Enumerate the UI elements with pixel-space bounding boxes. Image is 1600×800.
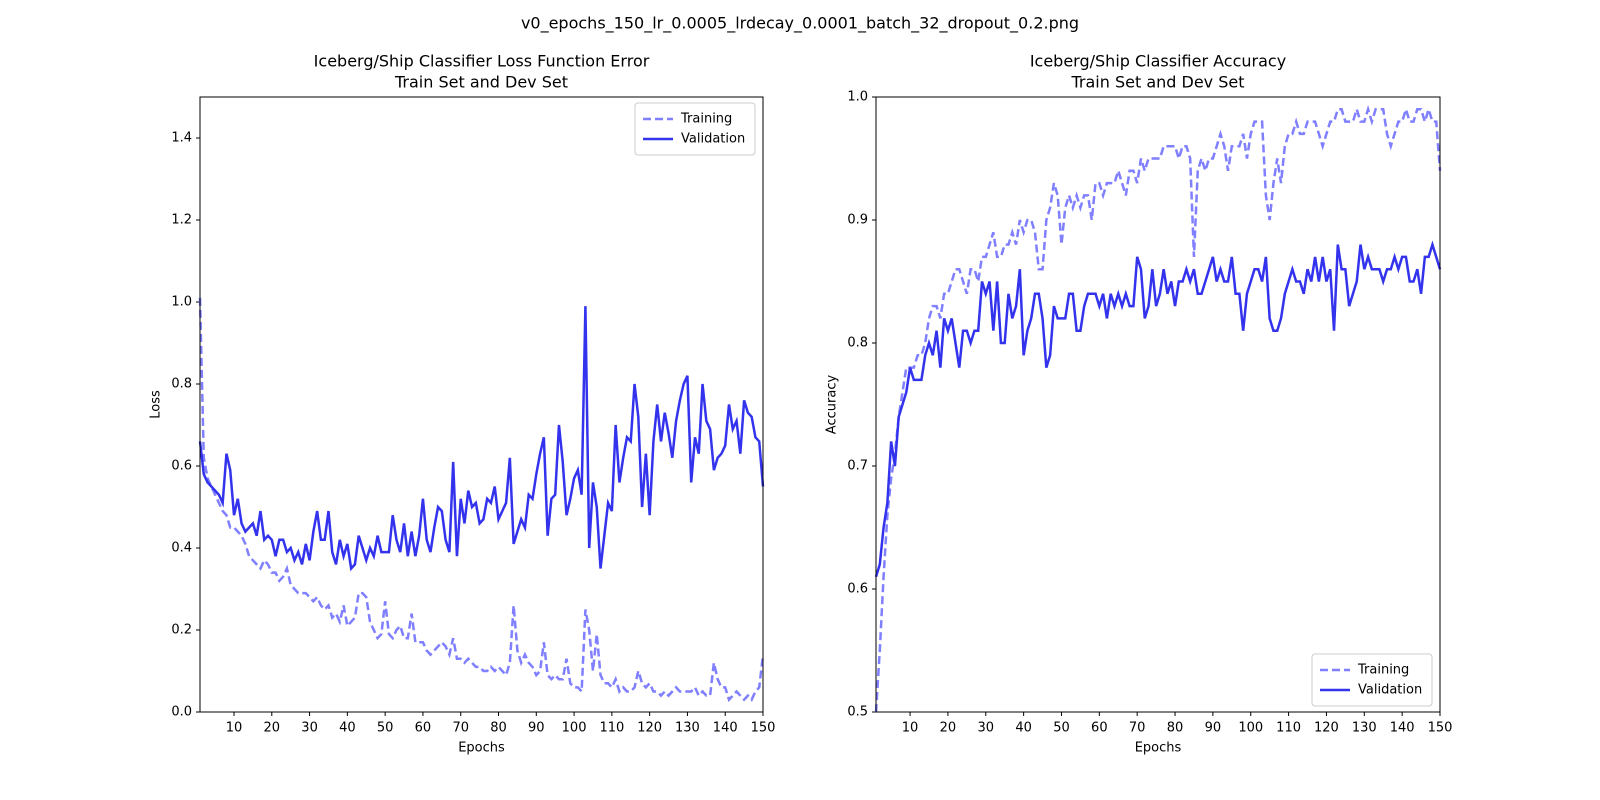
y-tick-label: 0.8 [847,336,868,351]
legend-label: Validation [681,132,745,147]
x-tick-label: 80 [490,721,507,736]
y-tick-label: 0.9 [847,213,868,228]
subplot-title: Train Set and Dev Set [394,73,568,92]
y-axis-label: Loss [149,390,164,419]
y-axis-label: Accuracy [825,375,840,435]
figure-title: v0_epochs_150_lr_0.0005_lrdecay_0.0001_b… [521,14,1079,34]
subplot-title: Iceberg/Ship Classifier Accuracy [1030,52,1286,71]
series-line [198,306,765,572]
x-tick-label: 50 [1053,721,1070,736]
x-tick-label: 90 [528,721,545,736]
y-tick-label: 0.8 [171,377,192,392]
x-tick-label: 80 [1167,721,1184,736]
legend-box [1311,653,1433,707]
x-tick-label: 30 [301,721,318,736]
x-axis-label: Epochs [1135,741,1182,756]
x-tick-label: 90 [1205,721,1222,736]
x-tick-label: 120 [1314,721,1339,736]
x-tick-label: 70 [1129,721,1146,736]
x-tick-label: 30 [977,721,994,736]
y-tick-label: 1.0 [847,90,868,105]
x-tick-label: 50 [377,721,394,736]
legend-box [634,102,756,156]
x-tick-label: 150 [751,721,776,736]
x-tick-label: 130 [675,721,700,736]
series-line [874,240,1442,578]
y-tick-label: 0.4 [171,541,192,556]
y-tick-label: 1.0 [171,295,192,310]
legend-label: Training [680,112,732,127]
y-tick-label: 0.5 [847,705,868,720]
axes-frame [199,96,764,713]
x-tick-label: 60 [1091,721,1108,736]
y-tick-label: 1.2 [171,213,192,228]
y-tick-label: 0.0 [171,705,192,720]
y-tick-label: 0.6 [171,459,192,474]
x-tick-label: 100 [562,721,587,736]
series-line [874,105,1442,713]
x-tick-label: 20 [940,721,957,736]
x-tick-label: 120 [637,721,662,736]
x-tick-label: 130 [1352,721,1377,736]
legend-label: Validation [1358,683,1422,698]
x-tick-label: 110 [1276,721,1301,736]
axes-frame [875,96,1441,713]
y-tick-label: 0.7 [847,459,868,474]
x-tick-label: 60 [415,721,432,736]
x-tick-label: 100 [1238,721,1263,736]
x-tick-label: 40 [339,721,356,736]
series-line [198,297,765,703]
x-tick-label: 70 [452,721,469,736]
x-tick-label: 10 [902,721,919,736]
x-tick-label: 140 [713,721,738,736]
x-tick-label: 110 [599,721,624,736]
legend-label: Training [1357,663,1409,678]
subplot-title: Train Set and Dev Set [1070,73,1244,92]
subplot-title: Iceberg/Ship Classifier Loss Function Er… [314,52,650,71]
x-tick-label: 40 [1015,721,1032,736]
x-axis-label: Epochs [458,741,505,756]
x-tick-label: 150 [1428,721,1453,736]
y-tick-label: 0.2 [171,623,192,638]
x-tick-label: 140 [1390,721,1415,736]
y-tick-label: 1.4 [171,131,192,146]
x-tick-label: 20 [264,721,281,736]
x-tick-label: 10 [226,721,243,736]
y-tick-label: 0.6 [847,582,868,597]
